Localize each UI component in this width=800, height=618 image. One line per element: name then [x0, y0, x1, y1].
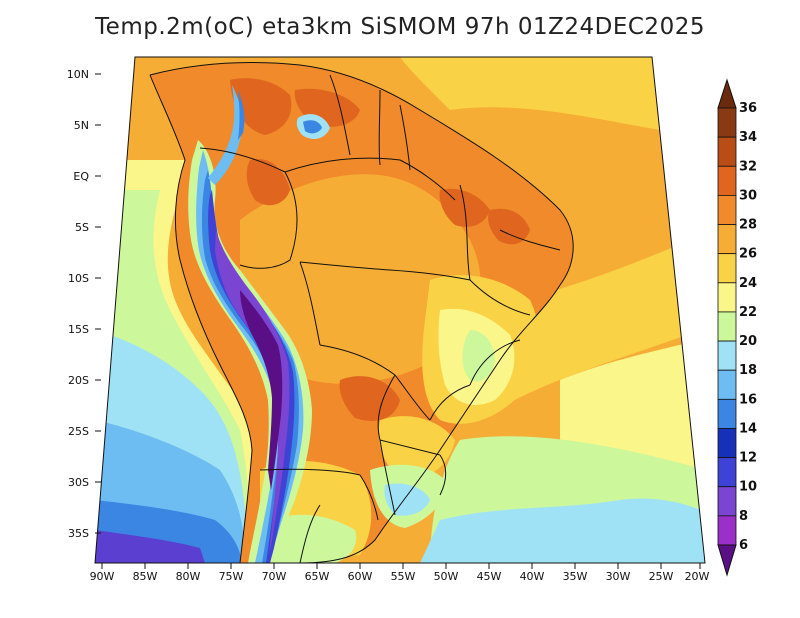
- lat-label: 20S: [68, 374, 89, 387]
- colorbar-segment: [717, 369, 737, 400]
- lat-label: 35S: [68, 527, 89, 540]
- lon-label: 45W: [477, 570, 502, 583]
- colorbar-label: 16: [739, 392, 757, 407]
- colorbar-segment: [717, 282, 737, 313]
- colorbar-segment: [717, 311, 737, 342]
- lat-label: 15S: [68, 323, 89, 336]
- map-frame: [94, 56, 706, 564]
- country-borders: [149, 61, 574, 563]
- lon-label: 40W: [520, 570, 545, 583]
- colorbar-label: 12: [739, 451, 757, 466]
- lat-label: 5S: [75, 221, 89, 234]
- lon-label: 70W: [262, 570, 287, 583]
- lon-label: 30W: [606, 570, 631, 583]
- colorbar-label: 26: [739, 247, 757, 262]
- colorbar-label: 24: [739, 276, 757, 291]
- longitude-axis: 90W 85W 80W 75W 70W 65W 60W 55W 50W 45W …: [90, 563, 710, 583]
- temperature-field: [95, 57, 705, 563]
- colorbar-segment: [717, 165, 737, 196]
- colorbar-label: 36: [739, 101, 757, 116]
- colorbar-label: 22: [739, 305, 757, 320]
- lon-label: 25W: [649, 570, 674, 583]
- lat-label: 30S: [68, 476, 89, 489]
- colorbar-segment: [717, 136, 737, 167]
- lon-label: 60W: [348, 570, 373, 583]
- colorbar-label: 34: [739, 130, 757, 145]
- colorbar-label: 30: [739, 188, 757, 203]
- colorbar-segment: [717, 457, 737, 488]
- colorbar: 36 34 32 30 28 26 24 22 20 18 16 14 12 10 8 6: [717, 78, 757, 577]
- colorbar-label: 14: [739, 421, 757, 436]
- colorbar-label: 10: [739, 480, 757, 495]
- colorbar-segment: [717, 398, 737, 429]
- lat-label: 10N: [67, 68, 89, 81]
- lat-label: EQ: [73, 170, 89, 183]
- colorbar-segment: [717, 107, 737, 138]
- colorbar-label: 32: [739, 159, 757, 174]
- colorbar-segment: [717, 194, 737, 225]
- colorbar-max-arrow: [717, 78, 737, 109]
- colorbar-segment: [717, 486, 737, 517]
- colorbar-label: 8: [739, 509, 748, 524]
- lon-label: 90W: [90, 570, 115, 583]
- lon-label: 75W: [219, 570, 244, 583]
- colorbar-label: 20: [739, 334, 757, 349]
- colorbar-min-arrow: [717, 544, 737, 577]
- lat-label: 25S: [68, 425, 89, 438]
- colorbar-segment: [717, 340, 737, 371]
- lat-label: 10S: [68, 272, 89, 285]
- lat-label: 5N: [74, 119, 89, 132]
- map-title: Temp.2m(oC) eta3km SiSMOM 97h 01Z24DEC20…: [95, 14, 705, 40]
- colorbar-segment: [717, 224, 737, 255]
- lon-label: 55W: [391, 570, 416, 583]
- colorbar-label: 6: [739, 538, 748, 553]
- lon-label: 65W: [305, 570, 330, 583]
- lon-label: 85W: [133, 570, 158, 583]
- lon-label: 50W: [434, 570, 459, 583]
- colorbar-segment: [717, 253, 737, 284]
- colorbar-label: 28: [739, 218, 757, 233]
- colorbar-label: 18: [739, 363, 757, 378]
- colorbar-segment: [717, 428, 737, 459]
- latitude-axis: 10N 5N EQ 5S 10S 15S 20S 25S 30S 35S: [67, 68, 101, 540]
- lon-label: 35W: [563, 570, 588, 583]
- lon-label: 80W: [176, 570, 201, 583]
- lon-label: 20W: [685, 570, 710, 583]
- colorbar-segment: [717, 515, 737, 546]
